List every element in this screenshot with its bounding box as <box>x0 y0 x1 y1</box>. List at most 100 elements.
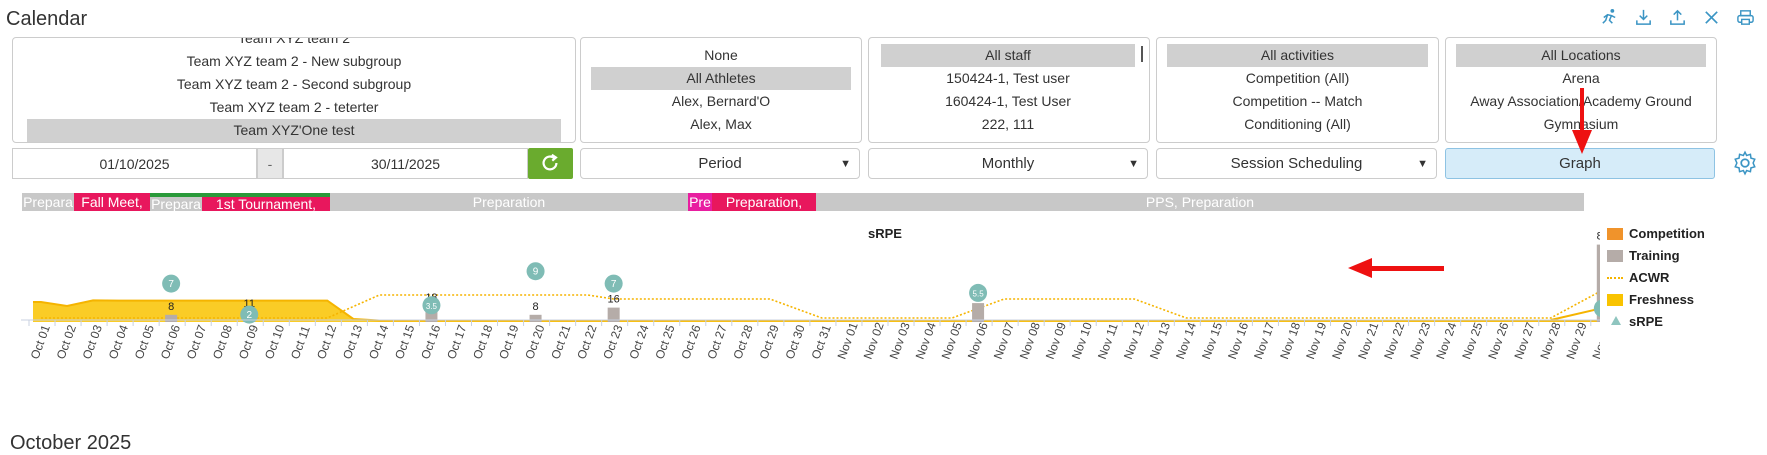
list-item[interactable]: 222, 111 <box>981 116 1035 132</box>
srpe-point-label: 9 <box>533 267 539 278</box>
training-bar[interactable] <box>165 314 178 322</box>
period-select-value: Period <box>698 155 742 172</box>
phase-segment[interactable]: Pre <box>688 193 712 211</box>
month-title: October 2025 <box>10 432 132 454</box>
phase-segment[interactable]: 1st Tournament, <box>202 197 330 211</box>
download-icon[interactable] <box>1632 8 1654 30</box>
gear-icon[interactable] <box>1732 150 1758 176</box>
list-item[interactable]: Team XYZ team 2 - Second subgroup <box>176 76 412 92</box>
phase-segment[interactable]: Prepara <box>150 193 202 211</box>
x-tick-label: Nov 16 <box>1225 320 1251 361</box>
x-tick-label: Oct 30 <box>783 323 808 361</box>
upload-icon[interactable] <box>1666 8 1688 30</box>
x-tick-label: Nov 22 <box>1381 320 1407 361</box>
list-item[interactable]: Competition -- Match <box>1232 93 1363 109</box>
scheduling-select-value: Session Scheduling <box>1230 155 1363 172</box>
x-tick-label: Nov 07 <box>991 320 1017 361</box>
srpe-point[interactable] <box>422 296 441 315</box>
x-tick-label: Oct 18 <box>470 323 495 361</box>
x-tick-label: Oct 28 <box>730 323 755 361</box>
print-icon[interactable] <box>1734 8 1756 30</box>
athletes-listbox[interactable]: None All Athletes Alex, Bernard'O Alex, … <box>580 37 862 143</box>
phase-segment[interactable]: Preparation <box>330 193 688 211</box>
srpe-point-label: 7 <box>611 279 617 290</box>
interval-select[interactable]: Monthly ▼ <box>868 148 1148 179</box>
list-item[interactable]: Team XYZ team 2 - teterter <box>209 99 379 115</box>
x-tick-label: Oct 17 <box>444 323 469 361</box>
x-tick-label: Nov 06 <box>965 320 991 361</box>
close-icon[interactable] <box>1700 8 1722 30</box>
x-tick-label: Oct 04 <box>106 323 131 361</box>
phase-segment[interactable]: Fall Meet, <box>74 193 150 211</box>
legend-label: Competition <box>1629 226 1705 241</box>
chevron-down-icon: ▼ <box>1417 158 1428 170</box>
list-item-selected[interactable]: All staff <box>881 44 1135 67</box>
training-bar[interactable] <box>607 307 620 322</box>
list-item[interactable]: 160424-1, Test User <box>945 93 1071 109</box>
x-tick-label: Nov 26 <box>1485 320 1511 361</box>
training-bar[interactable] <box>1596 244 1600 322</box>
list-item-selected[interactable]: Team XYZ'One test <box>27 119 561 142</box>
list-item[interactable]: Team XYZ team 2 - New subgroup <box>186 53 402 69</box>
list-item-selected[interactable]: All activities <box>1167 44 1428 67</box>
srpe-point[interactable] <box>1593 299 1600 317</box>
srpe-point-label: 3.5 <box>426 302 438 311</box>
srpe-point[interactable] <box>604 274 623 293</box>
x-tick-label: Oct 26 <box>678 323 703 361</box>
list-item[interactable]: None <box>704 47 738 63</box>
refresh-button[interactable] <box>528 148 573 179</box>
date-to-field[interactable]: 30/11/2025 <box>283 148 528 179</box>
x-tick-label: Nov 05 <box>939 320 965 361</box>
srpe-point[interactable] <box>526 262 545 281</box>
bar-data-label: 86 <box>1597 231 1600 243</box>
list-item[interactable]: Competition (All) <box>1245 70 1350 86</box>
list-item[interactable]: Alex, Max <box>690 116 752 132</box>
srpe-point[interactable] <box>162 274 181 293</box>
list-item[interactable]: Alex, Bernard'O <box>671 93 771 109</box>
phase-segment[interactable]: PPS, Preparation <box>816 193 1584 211</box>
list-item-selected[interactable]: All Locations <box>1456 44 1706 67</box>
srpe-point-label: 2 <box>246 310 252 321</box>
x-tick-label: Oct 16 <box>418 323 443 361</box>
period-select[interactable]: Period ▼ <box>580 148 860 179</box>
x-tick-label: Oct 01 <box>28 323 53 361</box>
x-tick-label: Oct 12 <box>314 323 339 361</box>
x-tick-label: Oct 22 <box>574 323 599 361</box>
x-tick-label: Oct 15 <box>392 323 417 361</box>
training-bar[interactable] <box>529 314 542 322</box>
legend-label: Training <box>1629 248 1680 263</box>
down-arrow-annotation <box>1572 88 1592 154</box>
staff-listbox[interactable]: All staff 150424-1, Test user 160424-1, … <box>868 37 1150 143</box>
x-tick-label: Oct 14 <box>366 323 391 361</box>
srpe-point[interactable] <box>240 305 259 324</box>
bar-data-label: 8 <box>168 301 174 313</box>
training-bar[interactable] <box>972 303 985 322</box>
x-tick-label: Nov 15 <box>1199 320 1225 361</box>
scrollbar[interactable] <box>1141 46 1143 62</box>
scheduling-select[interactable]: Session Scheduling ▼ <box>1156 148 1437 179</box>
run-icon[interactable] <box>1598 8 1620 30</box>
page-title: Calendar <box>6 8 88 30</box>
list-item[interactable]: Arena <box>1562 70 1600 86</box>
x-tick-label: Oct 02 <box>54 323 79 361</box>
list-item[interactable]: Conditioning (All) <box>1244 116 1351 132</box>
legend-swatch <box>1611 316 1621 325</box>
list-item[interactable]: 150424-1, Test user <box>946 70 1070 86</box>
x-tick-label: Nov 23 <box>1407 320 1433 361</box>
graph-view-button[interactable]: Graph <box>1445 148 1715 179</box>
date-from-field[interactable]: 01/10/2025 <box>12 148 257 179</box>
legend-label: Freshness <box>1629 292 1695 307</box>
legend-swatch <box>1607 294 1623 306</box>
phase-segment[interactable]: Prepara <box>22 193 74 211</box>
phase-segment[interactable]: Preparation, <box>712 193 816 211</box>
x-tick-label: Nov 20 <box>1329 320 1355 361</box>
srpe-point-label: 7 <box>168 279 174 290</box>
srpe-point[interactable] <box>969 283 988 302</box>
teams-listbox[interactable]: Team XYZ team 2 Team XYZ team 2 - New su… <box>12 37 576 143</box>
activities-listbox[interactable]: All activities Competition (All) Competi… <box>1156 37 1439 143</box>
bar-data-label: 16 <box>608 294 620 306</box>
list-item[interactable]: Team XYZ team 2 <box>237 37 351 46</box>
list-item-selected[interactable]: All Athletes <box>591 67 851 90</box>
x-tick-label: Oct 24 <box>626 323 651 361</box>
